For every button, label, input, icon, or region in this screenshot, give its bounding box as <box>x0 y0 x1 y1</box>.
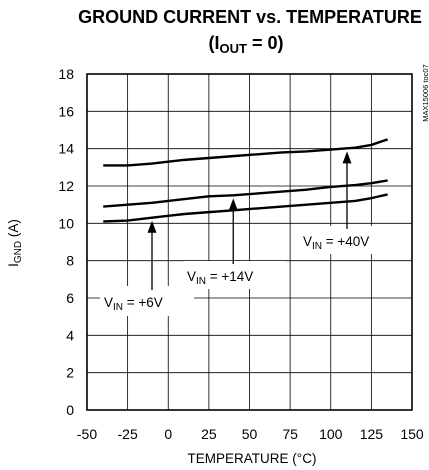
series-layer <box>103 138 389 223</box>
y-tick-label: 18 <box>58 66 74 82</box>
annotation-background <box>183 261 286 289</box>
annotation-label: VIN = +6V <box>104 295 163 313</box>
y-label-rest: (A) <box>6 219 21 241</box>
y-tick-label: 8 <box>66 253 74 269</box>
x-tick-label: -25 <box>118 426 138 442</box>
x-axis-label: TEMPERATURE (°C) <box>188 451 317 466</box>
subtitle-subscript: OUT <box>220 41 248 56</box>
y-tick-label: 14 <box>58 141 74 157</box>
y-tick-label: 6 <box>66 290 74 306</box>
plot-frame <box>86 73 413 411</box>
annotation-background <box>100 286 194 316</box>
annotation-arrowhead <box>342 151 352 164</box>
y-label-main: I <box>6 263 21 267</box>
subtitle-open: (I <box>209 33 220 53</box>
y-tick-labels: 0 2 4 6 8 10 12 14 16 18 <box>58 66 74 418</box>
x-tick-labels: -50 -25 0 25 50 75 100 125 150 <box>77 426 424 442</box>
y-axis-label: IGND (A) <box>6 219 24 267</box>
y-tick-label: 2 <box>66 365 74 381</box>
annotation-arrowhead <box>228 198 238 211</box>
x-tick-label: 125 <box>360 426 384 442</box>
series-line <box>103 138 389 167</box>
x-tick-label: 150 <box>400 426 424 442</box>
x-tick-label: 25 <box>201 426 217 442</box>
x-tick-label: 75 <box>282 426 298 442</box>
y-tick-label: 4 <box>66 327 74 343</box>
y-tick-label: 12 <box>58 178 74 194</box>
y-label-subscript: GND <box>13 241 24 263</box>
annotation-label: VIN = +40V <box>303 234 369 252</box>
annotation-label: VIN = +14V <box>187 269 253 287</box>
series-line <box>103 179 388 208</box>
series-line <box>103 193 388 223</box>
y-tick-label: 16 <box>58 103 74 119</box>
subtitle-rest: = 0) <box>247 33 284 53</box>
y-tick-label: 10 <box>58 215 74 231</box>
figure-code: MAX15006 toc07 <box>421 64 429 122</box>
annotation-background <box>299 226 402 254</box>
annotation-arrowhead <box>147 220 157 233</box>
x-tick-label: 100 <box>319 426 343 442</box>
grid <box>86 73 413 411</box>
annotation-layer: VIN = +6V VIN = +14V VIN = +40V <box>100 151 402 316</box>
chart-subtitle: (IOUT = 0) <box>209 33 284 56</box>
x-tick-label: -50 <box>77 426 97 442</box>
chart-title: GROUND CURRENT vs. TEMPERATURE <box>78 7 422 27</box>
x-tick-label: 50 <box>242 426 258 442</box>
y-tick-label: 0 <box>66 402 74 418</box>
x-tick-label: 0 <box>164 426 172 442</box>
